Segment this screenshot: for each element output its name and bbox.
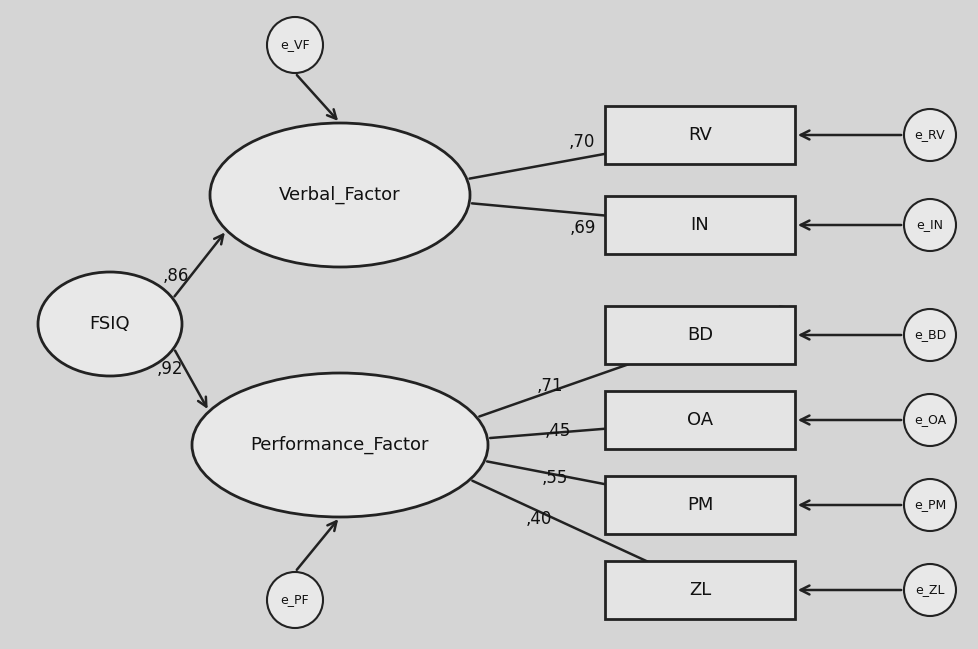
Ellipse shape	[210, 123, 469, 267]
FancyBboxPatch shape	[604, 391, 794, 449]
FancyBboxPatch shape	[604, 561, 794, 619]
Ellipse shape	[267, 17, 323, 73]
Ellipse shape	[903, 479, 956, 531]
Text: FSIQ: FSIQ	[90, 315, 130, 333]
Text: e_PM: e_PM	[912, 498, 945, 511]
Text: IN: IN	[689, 216, 709, 234]
Text: ,45: ,45	[544, 422, 570, 440]
FancyBboxPatch shape	[604, 476, 794, 534]
Text: e_ZL: e_ZL	[914, 583, 944, 596]
Ellipse shape	[192, 373, 487, 517]
Text: e_PF: e_PF	[281, 593, 309, 607]
Text: Performance_Factor: Performance_Factor	[250, 436, 428, 454]
Text: e_VF: e_VF	[280, 38, 309, 51]
FancyBboxPatch shape	[604, 106, 794, 164]
Text: e_RV: e_RV	[913, 129, 945, 141]
FancyBboxPatch shape	[604, 196, 794, 254]
Ellipse shape	[267, 572, 323, 628]
Ellipse shape	[903, 199, 956, 251]
Text: ,40: ,40	[525, 509, 551, 528]
Ellipse shape	[38, 272, 182, 376]
Ellipse shape	[903, 394, 956, 446]
Ellipse shape	[903, 109, 956, 161]
Text: ,69: ,69	[569, 219, 596, 238]
Text: ,70: ,70	[568, 133, 594, 151]
Text: PM: PM	[687, 496, 712, 514]
Text: ,55: ,55	[542, 469, 568, 487]
Text: e_OA: e_OA	[913, 413, 945, 426]
Ellipse shape	[903, 309, 956, 361]
Text: ,86: ,86	[163, 267, 190, 285]
Text: ,71: ,71	[536, 377, 562, 395]
Text: ,92: ,92	[156, 360, 183, 378]
Text: Verbal_Factor: Verbal_Factor	[279, 186, 400, 204]
Text: e_IN: e_IN	[915, 219, 943, 232]
Ellipse shape	[903, 564, 956, 616]
Text: BD: BD	[687, 326, 712, 344]
Text: OA: OA	[687, 411, 712, 429]
Text: e_BD: e_BD	[912, 328, 945, 341]
FancyBboxPatch shape	[604, 306, 794, 364]
Text: RV: RV	[688, 126, 711, 144]
Text: ZL: ZL	[689, 581, 710, 599]
